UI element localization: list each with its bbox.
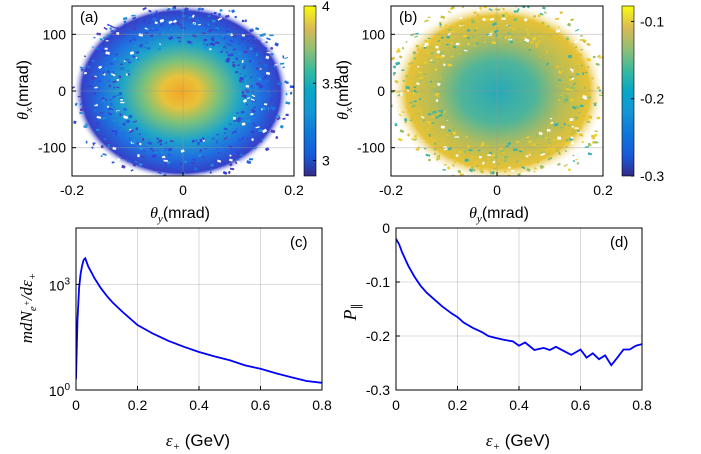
colorbar-tick-label: 3.5 (322, 75, 342, 91)
panel-c-series-line (76, 256, 322, 384)
y-tick-label: -0.3 (366, 382, 390, 398)
x-tick-label: 0.2 (284, 182, 304, 198)
panel-b-xlabel: θy(mrad) (469, 205, 529, 225)
panel-d-grid (395, 227, 643, 391)
x-tick-label: 0.6 (571, 397, 591, 413)
panel-b-label: (b) (399, 9, 417, 26)
panel-b-ticks: -0.2 0 0.2 100 0 -100 (357, 26, 613, 198)
x-tick-label: 0.2 (448, 397, 468, 413)
y-tick-label: 103 (49, 276, 71, 293)
panel-d-series-line (396, 238, 642, 367)
y-tick-label: 100 (362, 26, 386, 42)
y-tick-label: -0.2 (366, 328, 390, 344)
x-tick-label: 0.4 (189, 397, 209, 413)
panel-a-colorbar (303, 5, 317, 177)
panel-b-ylabel: θx(mrad) (335, 60, 355, 120)
x-tick-label: 0 (72, 397, 80, 413)
y-tick-label: -0.1 (366, 274, 390, 290)
panel-a-colorbar-ticks: 43.53 (313, 0, 342, 169)
panel-c-grid (75, 228, 323, 391)
y-tick-label: 0 (382, 220, 390, 236)
y-tick-label: 0 (58, 83, 66, 99)
colorbar-tick-label: -0.2 (640, 91, 664, 107)
panel-d-label: (d) (610, 234, 628, 251)
panel-c-xlabel: ε+ (GeV) (166, 431, 230, 453)
panel-a-speckles (72, 6, 294, 176)
x-tick-label: 0.8 (632, 397, 652, 413)
x-tick-label: 0.2 (128, 397, 148, 413)
panel-a-heatmap (72, 6, 294, 176)
x-tick-label: 0 (493, 182, 501, 198)
panel-a-ticks: -0.2 0 0.2 100 0 -100 (38, 26, 304, 198)
colorbar-tick-label: -0.1 (640, 13, 664, 29)
panel-c: (c) 0 0.2 0.4 0.6 0.8 103 100 ε+ (GeV) mdNe+/d… (17, 227, 332, 453)
x-tick-label: 0 (179, 182, 187, 198)
x-tick-label: -0.2 (60, 182, 84, 198)
panel-b-colorbar (621, 5, 635, 177)
panel-a: (a) -0.2 0 0.2 100 0 -100 θy(mrad) θx(mrad) 4… (15, 0, 342, 225)
colorbar-tick-label: 3 (322, 153, 330, 169)
panel-a-label: (a) (80, 9, 98, 26)
panel-c-ticks: 0 0.2 0.4 0.6 0.8 103 100 (49, 276, 332, 413)
y-tick-label: -100 (357, 140, 385, 156)
panel-d-ticks: 0 0.2 0.4 0.6 0.8 0 -0.1 -0.2 -0.3 (366, 220, 652, 413)
panel-b: (b) -0.2 0 0.2 100 0 -100 θy(mrad) θx(mrad) -… (335, 5, 664, 225)
x-tick-label: 0.2 (593, 182, 613, 198)
colorbar-tick-label: 4 (322, 0, 330, 14)
x-tick-label: 0.6 (251, 397, 271, 413)
y-tick-label: 100 (49, 382, 71, 399)
colorbar-tick-label: -0.3 (640, 168, 664, 184)
panel-b-heatmap (391, 6, 603, 176)
panel-a-xlabel: θy(mrad) (150, 205, 210, 225)
panel-c-label: (c) (290, 234, 308, 251)
y-tick-label: 100 (43, 26, 67, 42)
x-tick-label: 0 (392, 397, 400, 413)
panel-d-ylabel: P∥ (340, 304, 363, 322)
y-tick-label: 0 (377, 83, 385, 99)
x-tick-label: -0.2 (379, 182, 403, 198)
x-tick-label: 0.8 (312, 397, 332, 413)
x-tick-label: 0.4 (509, 397, 529, 413)
y-tick-label: -100 (38, 140, 66, 156)
panel-a-ylabel: θx(mrad) (15, 60, 35, 120)
panel-d-xlabel: ε+ (GeV) (486, 431, 550, 453)
panel-d: (d) 0 0.2 0.4 0.6 0.80-0.1-0.2-0.3 ε+ (GeV) … (340, 220, 652, 453)
panel-c-ylabel: mdNe+/dε+ (17, 273, 39, 343)
panel-b-colorbar-ticks: -0.1 -0.2 -0.3 (631, 13, 664, 184)
panel-b-speckles (391, 6, 603, 176)
